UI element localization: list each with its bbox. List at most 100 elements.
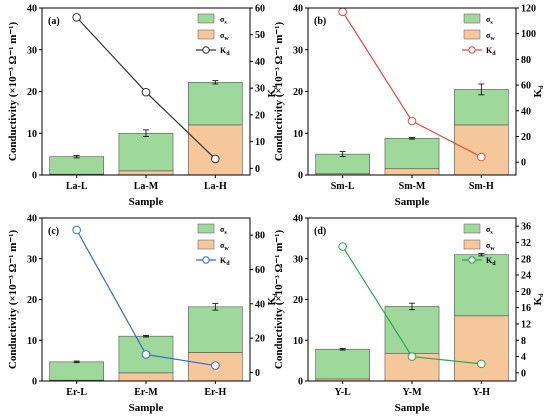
y-tick-label: 20 [27,295,37,306]
bar-sigma-s [384,137,440,170]
y-tick-label: 10 [293,129,303,140]
legend-swatch-sigma-s [197,13,215,24]
x-axis-title: Sample [129,196,164,208]
y-tick-label: 10 [27,336,37,347]
kd-point [477,152,486,162]
y2-tick-label: 20 [255,334,265,345]
y2-tick-label: 20 [521,287,531,298]
legend-label-kd: Kd [486,256,496,267]
y2-tick-label: 80 [255,231,265,242]
y2-tick-label: 32 [521,238,531,249]
x-axis-title: Sample [395,402,430,414]
y2-tick-label: 120 [521,4,536,15]
y2-tick-label: 4 [521,352,526,363]
bar-sigma-s [453,89,509,126]
y2-axis-title: Kd [266,85,279,98]
y2-tick-label: 10 [255,137,265,148]
y2-tick-label: 20 [521,132,531,143]
x-tick-label: Er-L [66,387,87,398]
y2-tick-label: 36 [521,222,531,233]
legend-label-sigma-s: σs [220,225,227,236]
x-tick-label: Y-M [402,387,422,398]
x-tick-label: Y-H [473,387,491,398]
x-tick-label: La-H [204,181,227,192]
x-tick-label: La-M [134,181,159,192]
y2-tick-label: 60 [255,265,265,276]
y-tick-label: 30 [27,45,37,56]
y-tick-label: 0 [298,377,303,388]
chart-panel-2: 0 10 20 30 40 0 20 40 60 80 100 120 Sm-L Sm-M Sm-H Samp… [273,4,545,209]
y2-tick-label: 0 [255,368,260,379]
y2-tick-label: 0 [521,158,526,169]
legend-label-kd: Kd [220,46,230,57]
kd-point [211,361,220,370]
legend-label-sigma-w: σw [220,241,229,252]
y-tick-label: 40 [27,4,37,15]
bar-sigma-s [118,132,174,172]
legend-swatch-sigma-w [197,29,215,40]
chart-panel-1: 0 10 20 30 40 0 10 20 30 40 50 60 La-L La-M La-H Sample… [7,4,279,209]
y-tick-label: 10 [27,129,37,140]
bar-sigma-s [453,254,509,317]
bar-sigma-w [118,372,174,382]
chart-panel-4: 0 10 20 30 40 0 4 8 12 16 20 24 28 32 36 Y-L Y-M Y-H Sampl… [273,214,545,415]
legend-swatch-sigma-w [197,239,215,250]
kd-point [407,352,417,361]
panel-label: (b) [314,16,326,27]
legend-label-sigma-s: σs [486,225,493,236]
panel-label: (d) [314,226,326,237]
y2-tick-label: 20 [255,110,265,121]
bar-sigma-s [187,306,243,353]
legend-label-sigma-w: σw [486,241,495,252]
bar-sigma-w [453,315,509,382]
bar-sigma-s [315,153,371,175]
y2-tick-label: 50 [255,30,265,41]
x-tick-label: Er-H [204,387,226,398]
bar-sigma-s [315,348,371,380]
y2-tick-label: 40 [255,57,265,68]
x-tick-label: Y-L [335,387,352,398]
legend-swatch-sigma-w [463,29,481,40]
kd-point [338,242,347,251]
y-tick-label: 30 [293,45,303,56]
bar-sigma-w [384,168,440,176]
y-tick-label: 30 [293,254,303,265]
x-tick-label: Sm-L [331,181,355,192]
y-tick-label: 20 [293,87,303,98]
kd-point [72,225,81,235]
y2-tick-label: 16 [521,303,531,314]
y-tick-label: 0 [32,377,37,388]
y2-tick-label: 60 [255,4,265,15]
x-tick-label: La-L [66,181,88,192]
y-axis-title: Conductivity (×10⁻³ Ω⁻¹ m⁻¹) [273,22,285,162]
y2-axis-title: Kd [532,293,545,306]
legend-swatch-sigma-s [463,13,481,24]
y-tick-label: 0 [298,171,303,182]
y2-tick-label: 0 [255,164,260,175]
x-axis-title: Sample [129,402,164,414]
x-tick-label: Sm-H [469,181,494,192]
panel-label: (a) [48,16,60,27]
legend-label-sigma-w: σw [220,31,229,42]
bar-sigma-s [384,306,440,354]
y-tick-label: 40 [293,214,303,225]
x-axis-title: Sample [395,196,430,208]
y2-tick-label: 40 [255,299,265,310]
kd-point [141,350,151,359]
y-tick-label: 0 [32,171,37,182]
legend-swatch-sigma-w [463,239,481,250]
bar-sigma-w [187,124,243,176]
kd-point [477,359,486,369]
x-tick-label: Er-M [134,387,158,398]
y-tick-label: 10 [293,336,303,347]
kd-point [72,13,81,22]
x-tick-label: Sm-M [399,181,426,192]
y2-tick-label: 100 [521,29,536,40]
y-tick-label: 20 [27,87,37,98]
y2-tick-label: 24 [521,271,531,282]
y2-axis-title: Kd [266,293,279,306]
y-tick-label: 40 [293,4,303,15]
y2-tick-label: 0 [521,368,526,379]
chart-panel-3: 0 10 20 30 40 0 20 40 60 80 Er-L Er-M Er-H Sample Cond… [7,214,279,415]
